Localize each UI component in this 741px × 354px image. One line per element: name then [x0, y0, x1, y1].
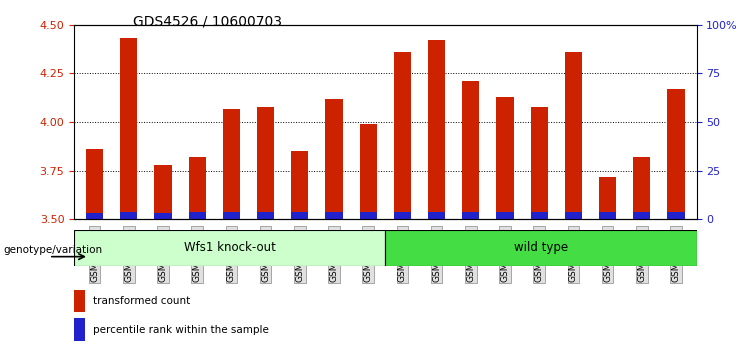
Bar — [154, 165, 172, 219]
Bar — [257, 107, 274, 219]
Bar — [189, 157, 206, 219]
Bar — [154, 213, 172, 219]
Bar — [565, 52, 582, 219]
Text: wild type: wild type — [514, 241, 568, 254]
Text: transformed count: transformed count — [93, 296, 190, 306]
Bar — [359, 212, 376, 219]
Bar — [359, 124, 376, 219]
Bar — [599, 177, 617, 219]
Bar — [428, 40, 445, 219]
Bar — [223, 108, 240, 219]
Bar — [394, 212, 411, 219]
Bar — [462, 212, 479, 219]
Bar — [257, 212, 274, 219]
Bar — [86, 149, 103, 219]
Bar — [325, 212, 342, 219]
Bar — [223, 212, 240, 219]
Bar — [74, 318, 85, 341]
Bar — [394, 52, 411, 219]
Bar — [291, 152, 308, 219]
Bar — [120, 39, 137, 219]
Bar — [668, 212, 685, 219]
Bar — [531, 212, 548, 219]
Bar — [291, 212, 308, 219]
Bar — [496, 97, 514, 219]
Bar — [599, 212, 617, 219]
Bar — [634, 212, 651, 219]
Text: genotype/variation: genotype/variation — [4, 245, 103, 255]
Bar — [86, 213, 103, 219]
Bar — [565, 212, 582, 219]
FancyBboxPatch shape — [385, 230, 697, 266]
Bar — [74, 290, 85, 312]
Bar — [189, 212, 206, 219]
Bar — [428, 212, 445, 219]
Bar — [634, 157, 651, 219]
Text: GDS4526 / 10600703: GDS4526 / 10600703 — [133, 14, 282, 28]
Text: Wfs1 knock-out: Wfs1 knock-out — [184, 241, 276, 254]
Bar — [531, 107, 548, 219]
Bar — [668, 89, 685, 219]
Bar — [496, 212, 514, 219]
FancyBboxPatch shape — [74, 230, 385, 266]
Bar — [325, 99, 342, 219]
Bar — [120, 212, 137, 219]
Bar — [462, 81, 479, 219]
Text: percentile rank within the sample: percentile rank within the sample — [93, 325, 269, 335]
